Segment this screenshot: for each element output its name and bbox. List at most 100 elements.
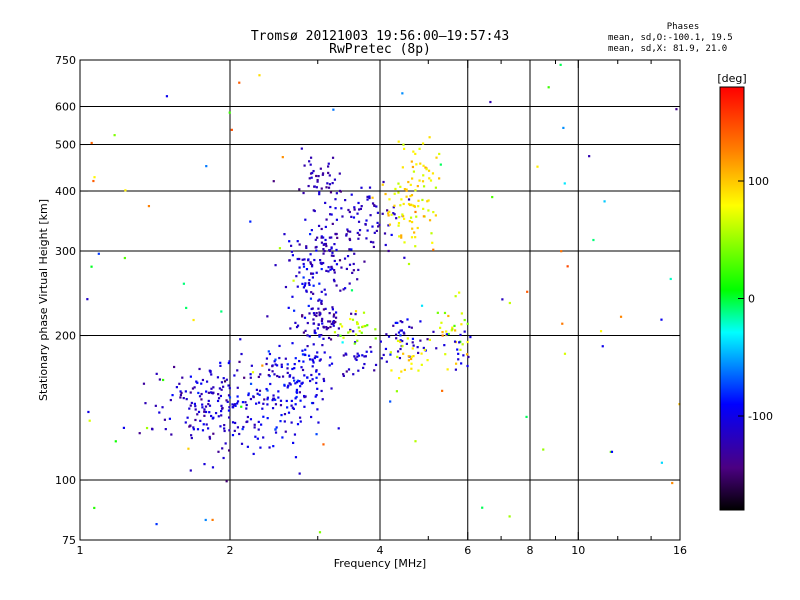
data-point xyxy=(301,282,304,285)
data-point xyxy=(228,406,231,409)
data-point xyxy=(356,322,360,325)
data-point xyxy=(228,360,231,363)
data-point xyxy=(358,233,361,237)
data-point xyxy=(211,466,215,469)
data-point xyxy=(462,354,465,357)
data-point xyxy=(339,323,342,326)
data-point xyxy=(382,180,385,184)
data-point xyxy=(257,401,261,404)
data-point xyxy=(312,169,315,173)
data-point xyxy=(660,318,663,321)
data-point xyxy=(317,299,320,302)
data-point xyxy=(298,257,301,261)
data-point xyxy=(280,413,283,417)
data-point xyxy=(328,249,331,252)
data-point xyxy=(412,344,415,347)
data-point xyxy=(384,243,387,247)
data-point xyxy=(245,407,248,410)
data-point xyxy=(315,369,318,372)
data-point xyxy=(90,141,93,145)
data-point xyxy=(346,228,349,231)
data-point xyxy=(293,379,296,382)
data-point xyxy=(262,402,265,405)
data-point xyxy=(304,329,307,332)
data-point xyxy=(322,308,326,311)
data-point xyxy=(400,198,403,201)
data-point xyxy=(315,249,318,252)
data-point xyxy=(302,191,305,195)
data-point xyxy=(397,182,400,185)
data-point xyxy=(307,184,310,188)
data-point xyxy=(313,329,316,332)
data-point xyxy=(194,408,197,411)
chart-title: Tromsø 20121003 19:56:00–19:57:43 xyxy=(250,29,510,44)
data-point xyxy=(295,395,298,399)
data-point xyxy=(403,256,406,259)
data-point xyxy=(393,213,396,216)
data-point xyxy=(300,147,303,150)
data-point xyxy=(310,229,313,232)
data-point xyxy=(405,189,408,192)
data-point xyxy=(292,376,295,379)
data-point xyxy=(310,265,314,268)
data-point xyxy=(320,333,323,337)
data-point xyxy=(87,410,90,414)
data-point xyxy=(453,340,457,343)
data-point xyxy=(188,407,191,410)
data-point xyxy=(329,268,332,271)
data-point xyxy=(547,86,550,89)
data-point xyxy=(409,216,413,219)
data-point xyxy=(325,244,328,248)
data-point xyxy=(350,248,353,251)
data-point xyxy=(253,423,256,426)
data-point xyxy=(443,311,447,315)
data-point xyxy=(330,254,333,257)
data-point xyxy=(268,368,271,371)
data-point xyxy=(352,262,355,266)
data-point xyxy=(261,364,264,367)
data-point xyxy=(392,212,395,215)
data-point xyxy=(231,406,234,409)
data-point xyxy=(203,410,206,413)
y-axis-title: Stationary phase Virtual Height [km] xyxy=(37,199,50,401)
data-point xyxy=(204,410,208,414)
data-point xyxy=(536,165,539,168)
data-point xyxy=(328,174,331,177)
data-point xyxy=(222,377,225,380)
data-point xyxy=(354,357,357,360)
data-point xyxy=(289,383,292,386)
data-point xyxy=(324,201,327,205)
data-point xyxy=(317,174,320,178)
data-point xyxy=(203,463,206,466)
data-point xyxy=(287,306,290,309)
data-point xyxy=(201,403,204,406)
data-point xyxy=(344,352,347,355)
data-point xyxy=(249,220,252,223)
data-point xyxy=(352,216,356,219)
data-point xyxy=(236,400,240,403)
data-point xyxy=(348,238,352,242)
data-point xyxy=(340,207,343,210)
data-point xyxy=(609,450,612,454)
data-point xyxy=(179,396,182,399)
data-point xyxy=(376,211,380,214)
data-point xyxy=(345,234,348,237)
data-point xyxy=(294,456,298,459)
data-point xyxy=(323,249,326,253)
data-point xyxy=(307,304,310,308)
data-point xyxy=(329,205,332,209)
data-point xyxy=(392,324,395,327)
data-point xyxy=(387,335,391,338)
data-point xyxy=(306,376,309,379)
data-point xyxy=(397,140,400,143)
data-point xyxy=(186,416,189,419)
data-point xyxy=(165,95,169,98)
data-point xyxy=(401,166,404,169)
data-point xyxy=(221,407,224,410)
data-point xyxy=(329,325,332,329)
data-point xyxy=(406,318,409,321)
data-point xyxy=(441,389,444,392)
data-point xyxy=(362,325,365,328)
data-point xyxy=(410,326,413,329)
data-point xyxy=(318,531,322,534)
